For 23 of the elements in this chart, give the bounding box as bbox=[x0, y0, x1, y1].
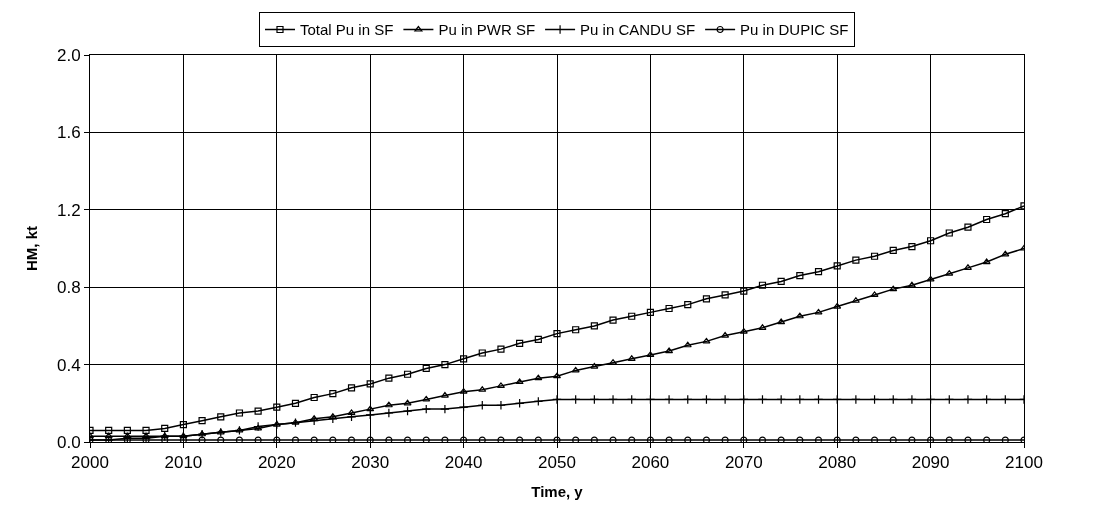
x-tick-label: 2030 bbox=[351, 453, 390, 473]
y-tick-label: 1.2 bbox=[56, 200, 81, 220]
y-tick-label: 1.6 bbox=[56, 123, 81, 143]
y-tick-label: 0.4 bbox=[56, 355, 81, 375]
legend-label: Pu in CANDU SF bbox=[580, 21, 696, 39]
x-tick-label: 2040 bbox=[444, 453, 483, 473]
y-tick-label: 2.0 bbox=[56, 45, 81, 65]
x-tick-label: 2100 bbox=[1005, 453, 1043, 473]
x-axis-title: Time, y bbox=[531, 483, 584, 501]
x-tick-label: 2000 bbox=[71, 453, 109, 473]
legend-label: Pu in DUPIC SF bbox=[740, 21, 849, 39]
y-tick-label: 0.8 bbox=[56, 278, 81, 298]
legend-label: Pu in PWR SF bbox=[438, 21, 536, 39]
y-tick-label: 0.0 bbox=[56, 432, 81, 452]
x-tick-label: 2090 bbox=[911, 453, 950, 473]
x-tick-label: 2010 bbox=[164, 453, 203, 473]
x-tick-label: 2080 bbox=[818, 453, 857, 473]
x-tick-label: 2070 bbox=[724, 453, 763, 473]
legend-label: Total Pu in SF bbox=[300, 21, 394, 39]
x-tick-label: 2060 bbox=[631, 453, 670, 473]
x-tick-label: 2020 bbox=[257, 453, 296, 473]
x-tick-label: 2050 bbox=[538, 453, 576, 473]
y-axis-title: HM, kt bbox=[23, 226, 41, 271]
